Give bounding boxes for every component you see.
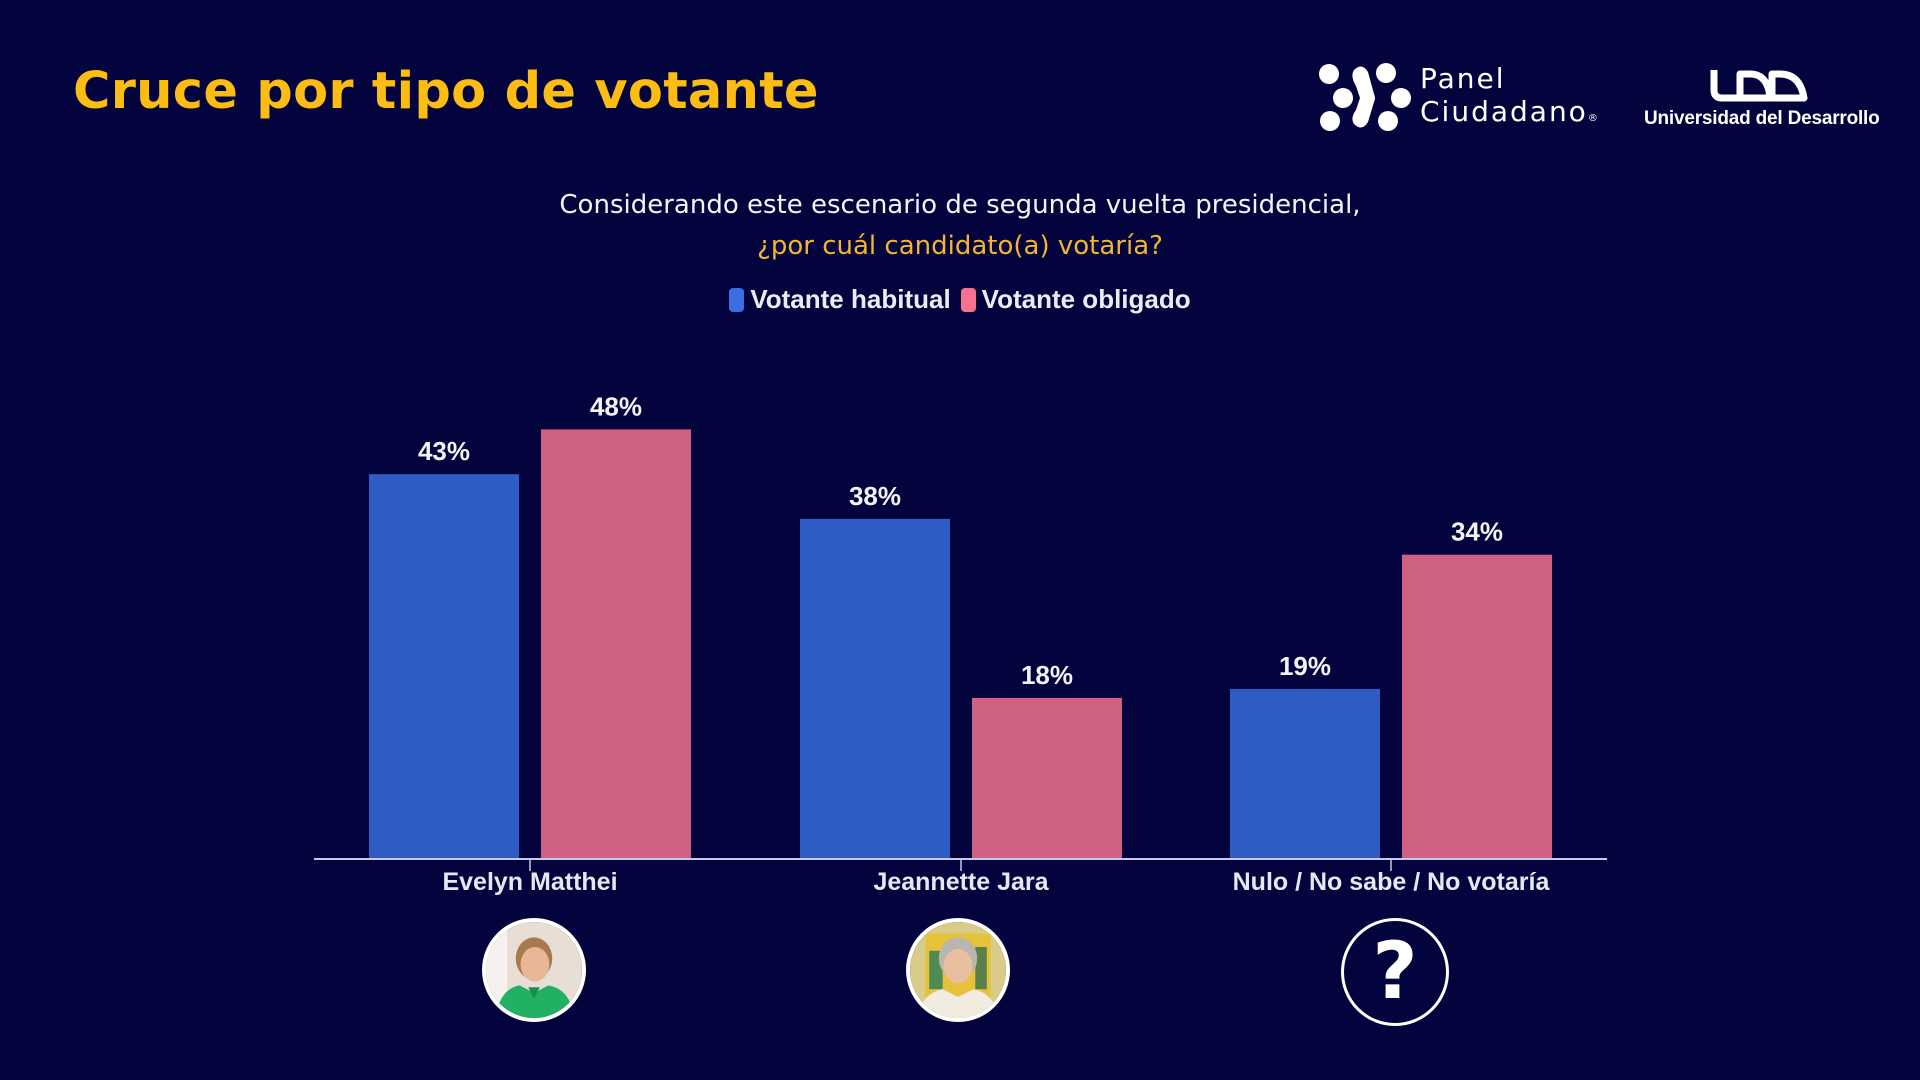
bar-habitual-0	[369, 474, 519, 859]
jeannette-jara-portrait-icon	[910, 922, 1006, 1018]
panel-ciudadano-dots-icon	[1319, 63, 1411, 131]
legend-swatch-obligado	[960, 287, 976, 312]
bar-habitual-2	[1230, 688, 1380, 859]
data-label-habitual-1: 38%	[849, 481, 901, 511]
legend-label-obligado: Votante obligado	[981, 284, 1191, 314]
question-line-1: Considerando este escenario de segunda v…	[559, 190, 1361, 220]
data-label-habitual-2: 19%	[1279, 651, 1331, 681]
jeannette-jara-photo	[906, 918, 1010, 1022]
data-label-obligado-0: 48%	[590, 391, 642, 421]
data-label-obligado-2: 34%	[1451, 517, 1503, 547]
legend-label-habitual: Votante habitual	[750, 284, 951, 314]
panel-ciudadano-logo: Panel Ciudadano®	[1316, 58, 1626, 138]
evelyn-matthei-portrait-icon	[486, 922, 582, 1018]
bar-obligado-1	[972, 697, 1122, 859]
x-tick-label-2: Nulo / No sabe / No votaría	[1233, 868, 1551, 896]
x-tick-label-1: Jeannette Jara	[873, 868, 1049, 896]
panel-wordmark-line2: Ciudadano	[1420, 95, 1588, 128]
bar-obligado-0	[541, 429, 691, 859]
udd-wordmark: Universidad del Desarrollo	[1644, 108, 1880, 129]
bar-habitual-1	[800, 518, 950, 859]
panel-wordmark-line1: Panel	[1420, 62, 1506, 95]
question-mark-icon: ?	[1341, 918, 1449, 1026]
data-label-habitual-0: 43%	[418, 436, 470, 466]
legend-item-obligado: Votante obligado	[960, 284, 1191, 315]
legend-item-habitual: Votante habitual	[729, 284, 951, 315]
page-title: Cruce por tipo de votante	[73, 62, 819, 121]
panel-ciudadano-wordmark: Panel Ciudadano®	[1420, 62, 1598, 135]
evelyn-matthei-photo	[482, 918, 586, 1022]
udd-logo: Universidad del Desarrollo	[1640, 66, 1880, 136]
data-label-obligado-1: 18%	[1021, 660, 1073, 690]
legend-swatch-habitual	[729, 287, 745, 312]
registered-mark: ®	[1587, 113, 1598, 124]
udd-mark-icon	[1710, 70, 1808, 102]
chart-legend: Votante habitual Votante obligado	[0, 284, 1920, 315]
bar-obligado-2	[1402, 554, 1552, 859]
x-tick-label-0: Evelyn Matthei	[442, 868, 617, 896]
question-line-2: ¿por cuál candidato(a) votaría?	[757, 231, 1163, 261]
